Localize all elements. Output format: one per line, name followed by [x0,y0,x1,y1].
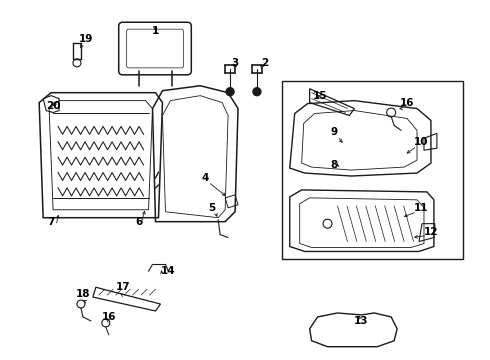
Circle shape [226,88,234,96]
Text: 4: 4 [201,173,209,183]
Text: 6: 6 [135,217,142,227]
Text: 19: 19 [79,34,93,44]
Text: 9: 9 [331,127,338,138]
Text: 2: 2 [261,58,269,68]
Text: 16: 16 [101,312,116,322]
FancyBboxPatch shape [127,29,183,68]
Text: 18: 18 [75,289,90,299]
Text: 12: 12 [424,226,438,237]
Text: 3: 3 [231,58,239,68]
Text: 8: 8 [331,160,338,170]
Text: 17: 17 [115,282,130,292]
Text: 1: 1 [152,26,159,36]
Text: 14: 14 [161,266,176,276]
Text: 13: 13 [354,316,368,326]
Text: 20: 20 [46,100,60,111]
Text: 5: 5 [209,203,216,213]
Circle shape [253,88,261,96]
Text: 11: 11 [414,203,428,213]
Text: 10: 10 [414,137,428,147]
Text: 16: 16 [400,98,415,108]
Bar [282,81,463,260]
Text: 7: 7 [48,217,55,227]
Text: 15: 15 [312,91,327,101]
FancyBboxPatch shape [119,22,191,75]
